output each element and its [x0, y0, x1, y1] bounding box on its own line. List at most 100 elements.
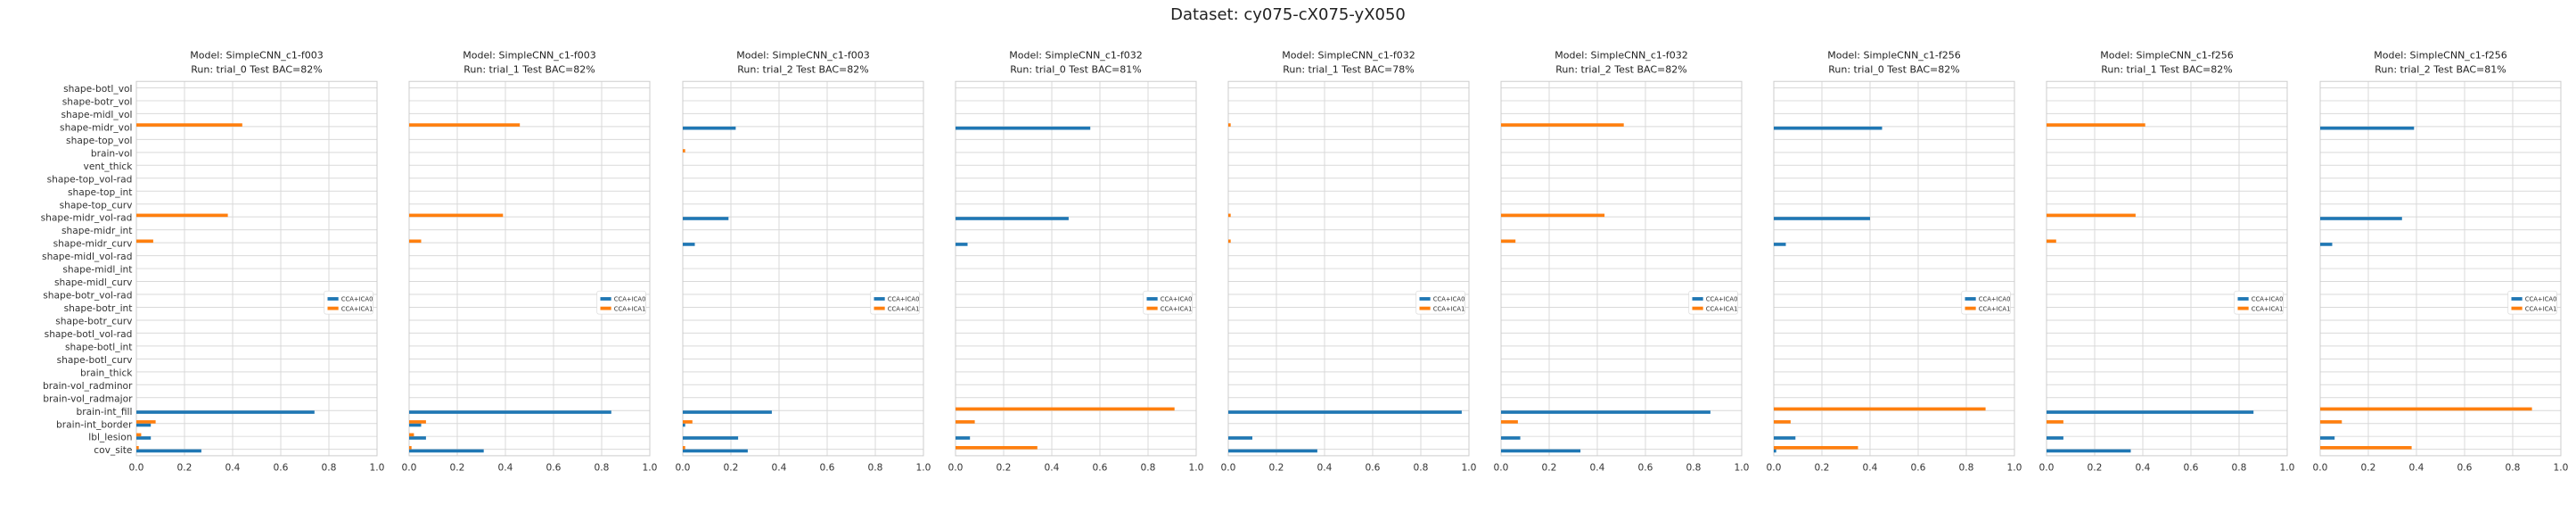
x-tick-label: 1.0 [1462, 462, 1477, 474]
bar-brain-int_fill-ica1 [956, 407, 1175, 411]
x-tick-label: 0.8 [1414, 462, 1429, 474]
y-tick-label: shape-botr_curv [55, 316, 132, 327]
panel-1: 0.0 0.2 0.4 0.6 0.8 1.0 Model: SimpleCNN_c1-f0… [41, 49, 385, 473]
bar-brain-int_border-ica1 [136, 420, 156, 424]
bar-cov_site-ica0 [1228, 449, 1317, 453]
bar-lbl_lesion-ica0 [2320, 436, 2335, 440]
x-tick-label: 0.2 [450, 462, 465, 474]
bar-brain-int_fill-ica0 [1228, 410, 1462, 414]
panel-title-model: Model: SimpleCNN_c1-f003 [190, 49, 324, 61]
panel-title-run: Run: trial_0 Test BAC=81% [1010, 63, 1142, 75]
x-tick-label: 1.0 [1735, 462, 1750, 474]
x-tick-label: 0.4 [1863, 462, 1878, 474]
x-tick-label: 1.0 [2280, 462, 2295, 474]
y-tick-label: shape-botr_vol-rad [43, 290, 132, 302]
panel-2: 0.0 0.2 0.4 0.6 0.8 1.0 Model: SimpleCNN_c1-f0… [402, 49, 658, 473]
x-tick-label: 1.0 [1189, 462, 1204, 474]
panel-title-run: Run: trial_2 Test BAC=82% [737, 63, 869, 75]
y-tick-label: shape-midl_int [62, 264, 132, 276]
y-tick-label: shape-midl_vol-rad [42, 251, 132, 262]
x-tick-label: 1.0 [643, 462, 658, 474]
x-tick-label: 0.6 [274, 462, 289, 474]
bar-lbl_lesion-ica0 [1228, 436, 1252, 440]
legend-label: CCA+ICA0 [1979, 296, 2011, 303]
y-tick-label: brain-vol_radmajor [43, 393, 133, 404]
plot-frame [682, 80, 924, 457]
plot-frame [1773, 80, 2015, 457]
x-tick-label: 0.4 [772, 462, 787, 474]
bar-shape-midr_vol-rad-ica0 [1773, 217, 1870, 220]
bar-cov_site-ica0 [1773, 449, 1776, 453]
x-tick-label: 0.4 [2136, 462, 2151, 474]
panel-title-model: Model: SimpleCNN_c1-f032 [1009, 49, 1143, 61]
plot-frame [2319, 80, 2562, 457]
x-tick-label: 0.2 [2361, 462, 2376, 474]
bar-shape-midr_vol-rad-ica1 [408, 213, 504, 218]
bar-lbl_lesion-ica0 [136, 436, 152, 440]
plot-frame [1227, 80, 1470, 457]
bar-brain-int_fill-ica0 [408, 410, 611, 414]
x-tick-label: 0.0 [2313, 462, 2328, 474]
bar-brain-int_border-ica1 [956, 420, 975, 424]
bar-shape-midr_vol-ica1 [1501, 123, 1624, 127]
bar-shape-midr_vol-ica1 [408, 123, 521, 127]
legend-label: CCA+ICA1 [888, 305, 920, 312]
legend-label: CCA+ICA0 [1161, 296, 1193, 303]
x-tick-label: 0.2 [2088, 462, 2103, 474]
panel-title-model: Model: SimpleCNN_c1-f256 [2100, 49, 2234, 61]
panel-title-run: Run: trial_2 Test BAC=82% [1555, 63, 1687, 75]
x-tick-label: 0.8 [1959, 462, 1974, 474]
bar-shape-midr_vol-ica1 [2047, 123, 2145, 127]
y-tick-label: cov_site [94, 444, 132, 456]
bar-cov_site-ica0 [136, 449, 201, 453]
legend-swatch [874, 297, 885, 301]
y-tick-label: shape-midl_vol [61, 109, 132, 120]
bar-shape-midr_vol-ica1 [136, 123, 242, 127]
bar-shape-midr_curv-ica0 [1773, 243, 1786, 246]
y-tick-label: shape-midr_vol-rad [41, 212, 133, 224]
bar-cov_site-ica1 [1773, 446, 1858, 450]
y-tick-label: shape-top_vol-rad [47, 173, 133, 185]
panel-title-model: Model: SimpleCNN_c1-f003 [463, 49, 596, 61]
legend-label: CCA+ICA0 [1433, 296, 1465, 303]
bar-brain-int_fill-ica0 [1501, 410, 1710, 414]
x-tick-label: 1.0 [370, 462, 385, 474]
bar-shape-midr_curv-ica1 [2047, 239, 2056, 244]
x-tick-label: 1.0 [2007, 462, 2022, 474]
bar-shape-midr_vol-ica1 [1228, 123, 1231, 127]
legend-swatch [2237, 297, 2249, 301]
bar-cov_site-ica1 [408, 446, 412, 450]
bar-brain-int_fill-ica0 [136, 410, 315, 414]
bar-lbl_lesion-ica1 [408, 433, 414, 437]
x-tick-label: 0.8 [1141, 462, 1156, 474]
plot-frame [408, 80, 651, 457]
bar-cov_site-ica1 [136, 446, 139, 450]
bar-brain-int_border-ica1 [2047, 420, 2063, 424]
panel-4: 0.0 0.2 0.4 0.6 0.8 1.0 Model: SimpleCNN_c1-f0… [948, 49, 1204, 473]
bar-brain-int_border-ica1 [1773, 420, 1791, 424]
panel-title-run: Run: trial_1 Test BAC=82% [2101, 63, 2233, 75]
x-tick-label: 0.6 [1366, 462, 1381, 474]
plot-frame [2046, 80, 2288, 457]
bar-lbl_lesion-ica0 [408, 436, 426, 440]
bar-shape-midr_curv-ica0 [2320, 243, 2333, 246]
plot-frame [955, 80, 1197, 457]
x-tick-label: 0.6 [820, 462, 835, 474]
plot-frame [1500, 80, 1743, 457]
panel-title-run: Run: trial_1 Test BAC=78% [1283, 63, 1415, 75]
bar-cov_site-ica0 [2047, 449, 2131, 453]
legend-swatch [2511, 297, 2523, 301]
x-tick-label: 0.2 [997, 462, 1012, 474]
bar-shape-midr_curv-ica1 [136, 239, 153, 244]
x-tick-label: 0.0 [1221, 462, 1236, 474]
x-tick-label: 0.0 [1767, 462, 1782, 474]
bar-shape-midr_curv-ica0 [683, 243, 695, 246]
legend-label: CCA+ICA0 [1706, 296, 1738, 303]
y-tick-label: lbl_lesion [88, 432, 132, 443]
x-tick-label: 0.8 [1686, 462, 1702, 474]
panel-title-model: Model: SimpleCNN_c1-f032 [1282, 49, 1415, 61]
chart-scaled-group: 0.0 0.2 0.4 0.6 0.8 1.0 Model: SimpleCNN_c1-f0… [41, 49, 2569, 473]
y-tick-label: shape-midr_vol [60, 121, 132, 133]
x-tick-label: 0.0 [1494, 462, 1509, 474]
